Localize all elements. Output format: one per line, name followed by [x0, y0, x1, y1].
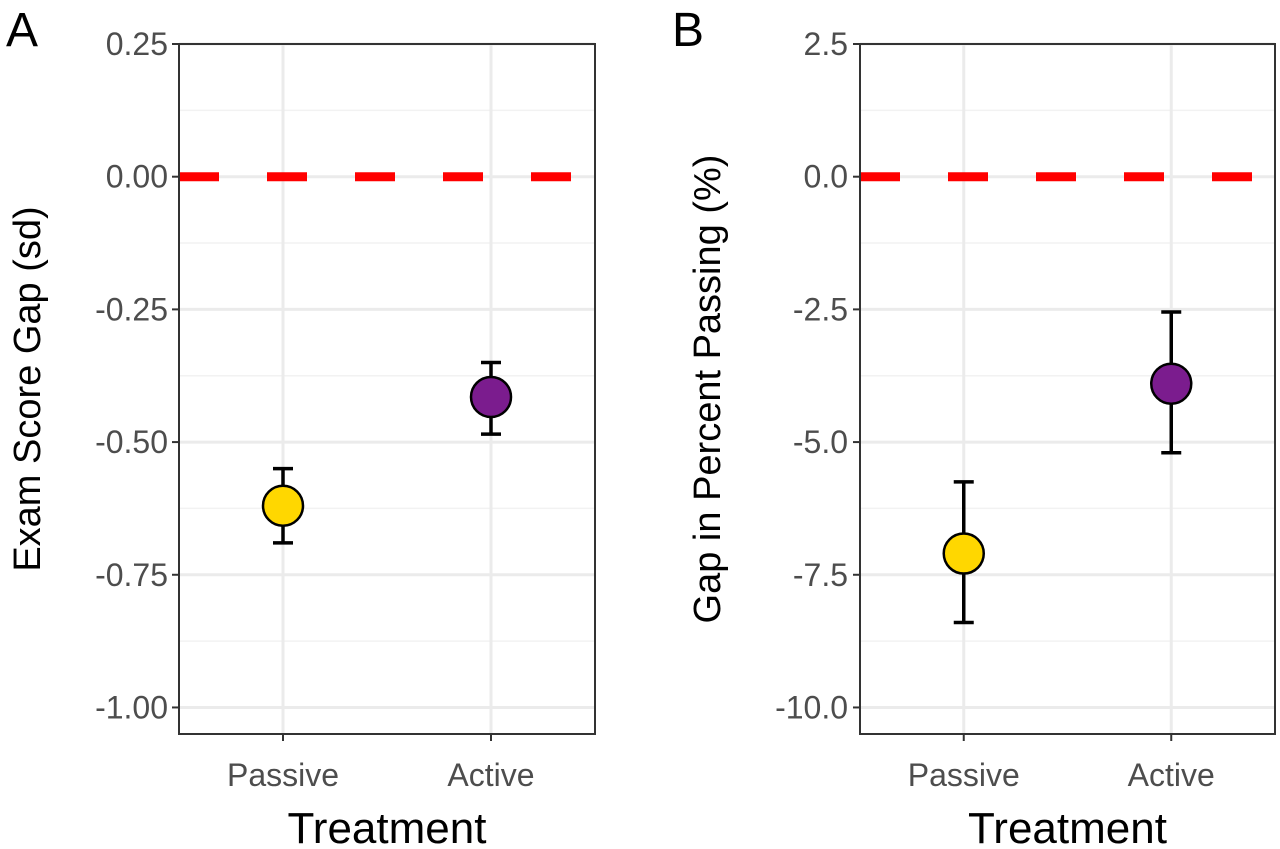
panel-letter: A	[6, 4, 38, 57]
x-tick-label: Passive	[227, 757, 339, 793]
y-tick-label: 0.00	[106, 159, 168, 195]
panel-b: 2.5 0.0 -2.5 -5.0 -7.5 -10.0 Passive Active Trea…	[672, 4, 1276, 849]
y-tick-label: -1.00	[95, 689, 168, 725]
y-tick-label: -7.5	[793, 557, 848, 593]
y-tick-label: -0.75	[95, 557, 168, 593]
y-axis-title: Gap in Percent Passing (%)	[687, 155, 729, 624]
data-point-passive	[261, 484, 305, 528]
x-tick-label: Active	[447, 757, 534, 793]
y-axis-title: Exam Score Gap (sd)	[7, 206, 49, 571]
data-point-active	[469, 375, 513, 419]
x-axis-title: Treatment	[968, 804, 1167, 849]
panel-a: 0.25 0.00 -0.25 -0.50 -0.75 -1.00 Passive Activ…	[6, 4, 596, 849]
y-tick-label: 0.25	[106, 26, 168, 62]
y-tick-label: -0.25	[95, 291, 168, 327]
x-tick-label: Active	[1128, 757, 1215, 793]
y-tick-label: -10.0	[775, 689, 848, 725]
data-point-active	[1150, 362, 1193, 405]
y-tick-label: -5.0	[793, 424, 848, 460]
x-axis-title: Treatment	[288, 804, 487, 849]
panel-border	[859, 43, 1276, 735]
y-tick-label: -0.50	[95, 424, 168, 460]
y-tick-label: -2.5	[793, 291, 848, 327]
y-tick-label: 0.0	[804, 159, 848, 195]
data-point-passive	[942, 532, 985, 575]
y-tick-label: 2.5	[804, 26, 848, 62]
panel-letter: B	[672, 4, 704, 57]
panel-border	[178, 43, 596, 735]
x-tick-label: Passive	[908, 757, 1020, 793]
